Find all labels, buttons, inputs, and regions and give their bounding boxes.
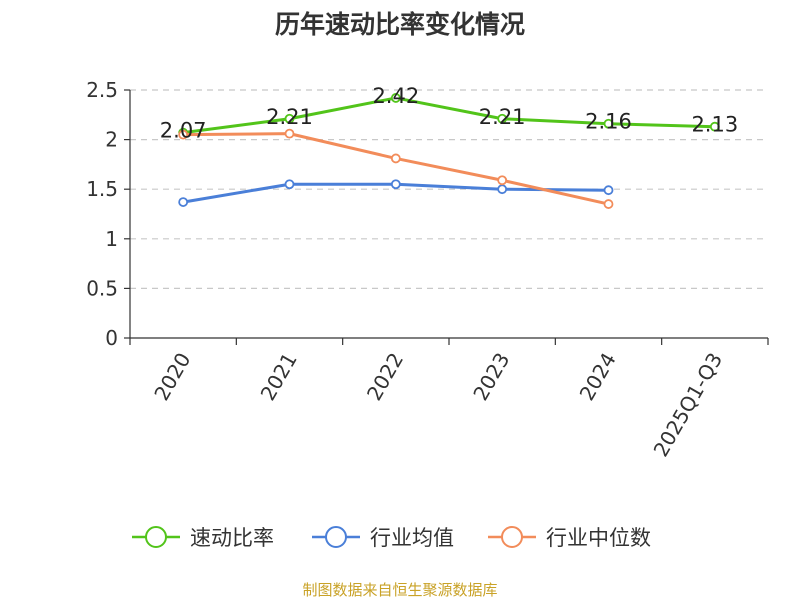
legend-label: 行业均值	[370, 526, 454, 550]
data-point	[390, 153, 401, 164]
data-point	[603, 199, 614, 209]
data-point	[497, 113, 508, 124]
y-tick-label: 0.5	[86, 276, 118, 300]
data-point	[390, 93, 401, 103]
source-note: 制图数据来自恒生聚源数据库	[302, 581, 497, 599]
chart-title: 历年速动比率变化情况	[275, 10, 525, 39]
series-line-1	[182, 96, 715, 135]
x-tick-label: 2020	[149, 349, 195, 405]
data-point	[284, 128, 295, 139]
legend-marker	[325, 526, 347, 548]
data-label: 2.13	[691, 113, 738, 137]
legend-label: 行业中位数	[546, 526, 651, 550]
data-labels: 2.07 2.21 2.42 2.21 2.16 2.13	[160, 84, 738, 143]
data-point	[284, 179, 295, 190]
data-point	[497, 184, 508, 195]
x-tick-label: 2024	[575, 349, 621, 405]
data-point	[603, 185, 614, 196]
data-point	[284, 113, 295, 124]
legend-item-2[interactable]: 行业均值	[312, 526, 454, 550]
grid	[130, 89, 768, 289]
x-tick-label: 2021	[256, 349, 302, 405]
legend-label: 速动比率	[190, 526, 274, 550]
series-line-3	[183, 132, 609, 206]
x-tick-label: 2023	[468, 348, 514, 404]
legend[interactable]: 速动比率 行业均值 行业中位数	[132, 526, 651, 550]
legend-marker	[145, 526, 167, 548]
y-tick-label: 2	[105, 128, 118, 152]
x-tick-label: 2025Q1-Q3	[648, 349, 727, 461]
y-tick-label: 0	[105, 326, 118, 350]
y-tick-label: 1.5	[86, 177, 118, 201]
data-label: 2.21	[266, 105, 313, 129]
y-tick-label: 2.5	[86, 78, 118, 102]
data-point	[709, 121, 720, 132]
legend-item-1[interactable]: 速动比率	[132, 526, 274, 550]
data-point	[390, 179, 401, 190]
x-tick-label: 2022	[362, 349, 408, 405]
data-point	[497, 175, 508, 186]
data-label: 2.16	[585, 110, 632, 134]
legend-marker	[501, 526, 523, 548]
data-point	[178, 129, 189, 140]
series	[178, 93, 720, 209]
data-point	[603, 118, 614, 129]
data-label: 2.21	[479, 105, 526, 129]
y-tick-label: 1	[105, 227, 118, 251]
legend-item-3[interactable]: 行业中位数	[488, 526, 651, 550]
data-label: 2.42	[372, 84, 419, 108]
data-label: 2.07	[160, 119, 207, 143]
data-point	[178, 197, 189, 207]
